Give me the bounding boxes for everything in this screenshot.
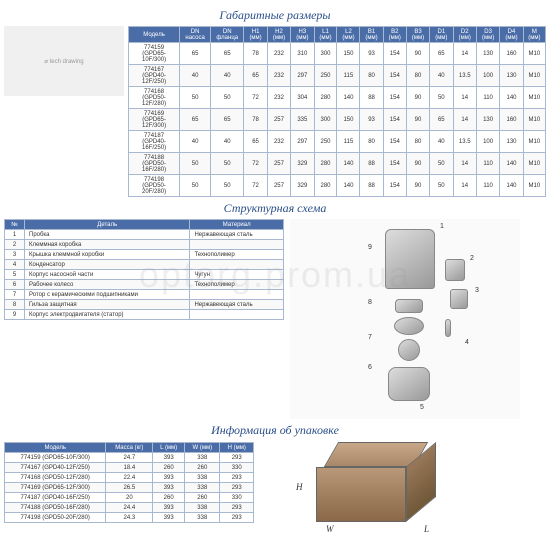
col-header: B2 (мм) [383, 27, 406, 43]
col-header: Модель [129, 27, 180, 43]
table-row: 774187 (GPD40-16F/250)20260260330 [5, 493, 254, 503]
col-header: DN насоса [180, 27, 211, 43]
table-row: 7Ротор с керамическими подшипниками [5, 290, 284, 300]
col-header: Масса (кг) [106, 443, 153, 453]
col-header: D1 (мм) [430, 27, 453, 43]
col-header: H2 (мм) [267, 27, 290, 43]
col-header: Деталь [25, 220, 190, 230]
table-row: 774188 (GPD50-16F/280)505072257329280140… [129, 153, 546, 175]
title-packaging: Информация об упаковке [4, 423, 546, 438]
dim-l: L [424, 524, 429, 534]
col-header: H3 (мм) [291, 27, 314, 43]
table-row: 9Корпус электродвигателя (статор) [5, 310, 284, 320]
col-header: DN фланца [211, 27, 244, 43]
col-header: B3 (мм) [406, 27, 429, 43]
table-row: 774188 (GPD50-16F/280)24.4393338293 [5, 503, 254, 513]
table-row: 774159 (GPD65-10F/300)24.7393338293 [5, 453, 254, 463]
box-3d-diagram: H W L [296, 442, 476, 542]
col-header: M (мм) [523, 27, 545, 43]
col-header: L1 (мм) [314, 27, 337, 43]
col-header: H1 (мм) [244, 27, 267, 43]
col-header: D3 (мм) [476, 27, 499, 43]
table-row: 1ПробкаНержавеющая сталь [5, 230, 284, 240]
col-header: D4 (мм) [500, 27, 523, 43]
title-structure: Структурная схема [4, 201, 546, 216]
table-row: 774167 (GPD40-12F/250)404065232297250115… [129, 65, 546, 87]
table-row: 4Конденсатор [5, 260, 284, 270]
col-header: Материал [190, 220, 284, 230]
table-row: 6Рабочее колесоТехнополимер [5, 280, 284, 290]
table-row: 774169 (GPD65-12F/300)656578257335300150… [129, 109, 546, 131]
table-row: 8Гильза защитнаяНержавеющая сталь [5, 300, 284, 310]
col-header: № [5, 220, 25, 230]
col-header: L (мм) [153, 443, 185, 453]
exploded-view: 1 2 3 4 5 6 7 8 9 [290, 219, 520, 419]
table-row: 774168 (GPD50-12F/280)22.4393338293 [5, 473, 254, 483]
table-row: 3Крышка клеммной коробкиТехнополимер [5, 250, 284, 260]
dim-h: H [296, 482, 303, 492]
table-row: 774169 (GPD65-12F/300)26.5393338293 [5, 483, 254, 493]
col-header: B1 (мм) [360, 27, 383, 43]
table-row: 774167 (GPD40-12F/250)18.4260260330 [5, 463, 254, 473]
col-header: Модель [5, 443, 106, 453]
dimensions-table: МодельDN насосаDN фланцаH1 (мм)H2 (мм)H3… [128, 26, 546, 197]
table-row: 774187 (GPD40-16F/250)404065232297250115… [129, 131, 546, 153]
col-header: L2 (мм) [337, 27, 360, 43]
table-row: 774198 (GPD50-20F/280)24.3393338293 [5, 513, 254, 523]
col-header: D2 (мм) [453, 27, 476, 43]
packaging-table: МодельМасса (кг)L (мм)W (мм)H (мм) 77415… [4, 442, 254, 523]
col-header: H (мм) [220, 443, 254, 453]
table-row: 774168 (GPD50-12F/280)505072232304280140… [129, 87, 546, 109]
col-header: W (мм) [185, 443, 220, 453]
table-row: 774198 (GPD50-20F/280)505072257329280140… [129, 175, 546, 197]
title-dimensions: Габаритные размеры [4, 8, 546, 23]
dim-w: W [326, 524, 334, 534]
parts-table: №ДетальМатериал 1ПробкаНержавеющая сталь… [4, 219, 284, 320]
tech-drawing-placeholder: ⌀ tech drawing [4, 26, 124, 96]
table-row: 5Корпус насосной частиЧугун [5, 270, 284, 280]
table-row: 2Клеммная коробка [5, 240, 284, 250]
table-row: 774159 (GPD65-10F/300)656578232310300150… [129, 43, 546, 65]
